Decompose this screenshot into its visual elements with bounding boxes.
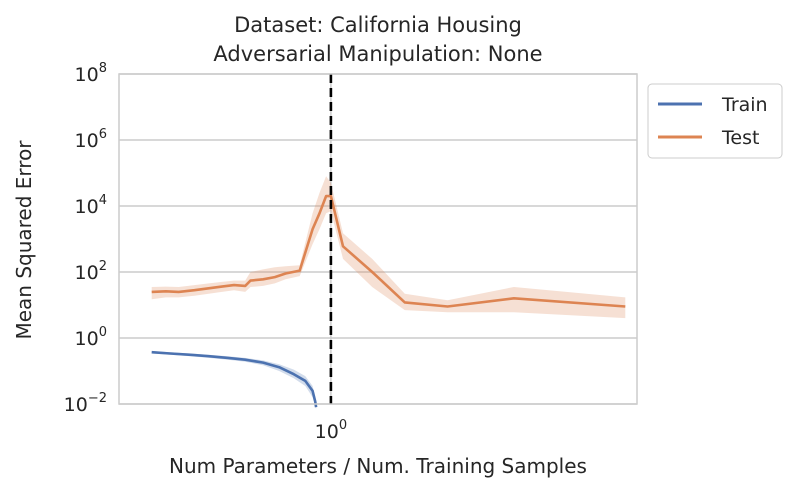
y-tick-label-1: 100 xyxy=(75,325,107,350)
y-tick-label-3: 104 xyxy=(75,193,107,218)
legend-label-train: Train xyxy=(721,94,768,116)
plot-frame xyxy=(118,73,638,405)
x-tick-label-0: 100 xyxy=(315,418,347,443)
y-tick-label-2: 102 xyxy=(75,259,107,284)
band-test xyxy=(151,176,626,319)
x-axis-label: Num Parameters / Num. Training Samples xyxy=(169,454,587,478)
y-tick-label-5: 108 xyxy=(75,61,107,86)
series-line-train xyxy=(151,350,318,408)
series-line-test xyxy=(151,194,626,308)
legend-label-test: Test xyxy=(721,127,759,149)
y-axis-label: Mean Squared Error xyxy=(12,140,36,340)
plot-area: 10−2 100 102 104 106 108 100 xyxy=(64,61,638,443)
chart-title: Dataset: California Housing xyxy=(234,13,522,37)
y-tick-label-4: 106 xyxy=(75,127,107,152)
legend: Train Test xyxy=(647,83,783,159)
chart-subtitle: Adversarial Manipulation: None xyxy=(213,42,542,66)
y-tick-label-0: 10−2 xyxy=(64,391,107,416)
